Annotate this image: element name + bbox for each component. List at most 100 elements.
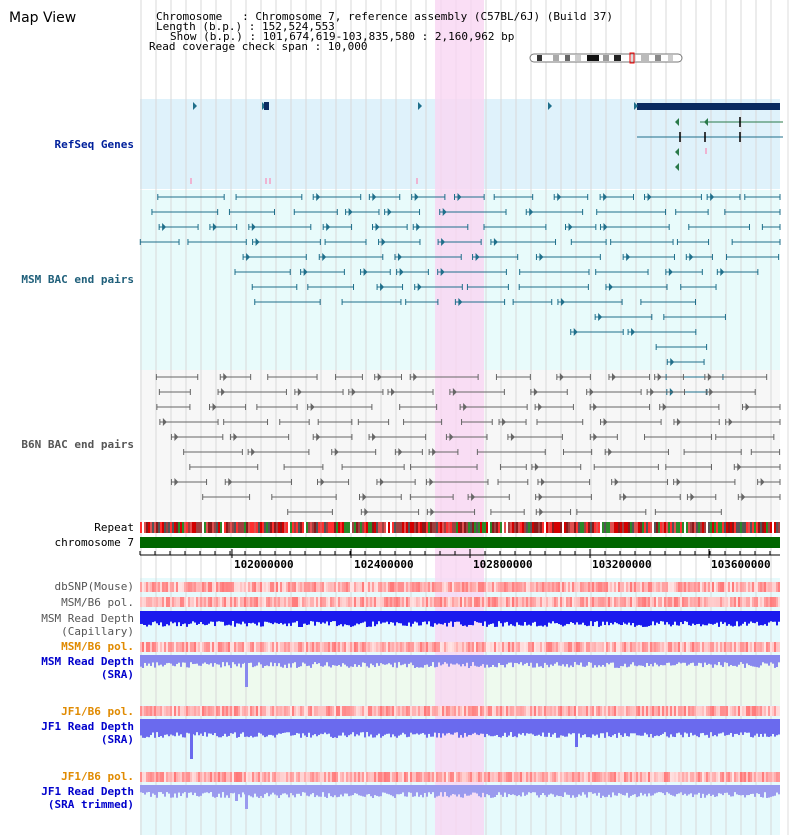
repeat-segment [622,522,624,533]
jf1-b6-pol-strip [488,706,490,716]
msm-depth-cap-bar [590,611,592,622]
jf1-b6-pol-strip [538,706,540,716]
msm-depth-sra-bar [314,655,316,663]
msm-b6-pol-2-strip [156,642,158,652]
jf1-b6-pol-strip [254,706,256,716]
jf1-b6-pol-2-strip [760,772,762,782]
repeat-segment [616,522,618,533]
jf1-b6-pol-2-strip [144,772,146,782]
msm-depth-cap-bar [520,611,522,626]
jf1-depth-sra-bar [266,719,268,737]
jf1-b6-pol-strip [368,706,370,716]
jf1-b6-pol-strip [308,706,310,716]
jf1-b6-pol-2-strip [322,772,324,782]
track-label-jf1-depth-sra-1: JF1 Read Depth [41,720,134,733]
msm-depth-cap-bar [446,611,448,627]
jf1-depth-sra-bar [554,719,556,733]
msm-depth-sra-bar [148,655,150,664]
msm-b6-pol-2-strip [314,642,316,652]
msm-depth-sra-bar [156,655,158,663]
jf1-depth-trim-bar [304,785,306,793]
jf1-depth-trim-bar [698,785,700,793]
track-label-jf1-depth-sra-2: (SRA) [100,733,134,746]
jf1-b6-pol-2-strip [224,772,226,782]
msm-b6-pol-2-strip [588,642,590,652]
msm-b6-pol-2-strip [244,642,246,652]
b6n-bac-pair-arrow [316,433,321,441]
msm-depth-sra-bar [536,655,538,664]
jf1-depth-sra-bar [590,719,592,738]
msm-b6-pol-strip [578,597,580,607]
jf1-b6-pol-2-strip [418,772,420,782]
jf1-depth-trim-bar [764,785,766,793]
msm-depth-cap-bar [644,611,646,627]
msm-b6-pol-strip [418,597,420,607]
msm-depth-sra-bar [276,655,278,667]
msm-b6-pol-2-strip [320,642,322,652]
msm-b6-pol-strip [354,597,356,607]
jf1-depth-sra-bar [666,719,668,737]
jf1-depth-sra-bar [522,719,524,734]
track-label-msm-bac[interactable]: MSM BAC end pairs [21,273,134,286]
msm-b6-pol-2-strip [656,642,658,652]
b6n-bac-pair-arrow [251,448,256,456]
dbsnp-strip [628,582,630,592]
jf1-b6-pol-2-strip [514,772,516,782]
msm-depth-sra-bar [434,655,436,668]
msm-b6-pol-2-strip [292,642,294,652]
repeat-segment [354,522,356,533]
msm-b6-pol-strip [214,597,216,607]
msm-depth-cap-bar [746,611,748,626]
msm-b6-pol-2-strip [502,642,504,652]
msm-b6-pol-strip [616,597,618,607]
jf1-depth-sra-bar [334,719,336,738]
jf1-depth-trim-bar [686,785,688,796]
b6n-bac-pair-arrow [538,403,543,411]
jf1-depth-trim-bar [344,785,346,794]
jf1-b6-pol-2-strip [214,772,216,782]
msm-depth-sra-bar [422,655,424,668]
jf1-b6-pol-strip [596,706,598,716]
msm-b6-pol-2-strip [144,642,146,652]
jf1-depth-trim-bar [578,785,580,795]
msm-b6-pol-2-strip [660,642,662,652]
msm-b6-pol-2-strip [510,642,512,652]
jf1-depth-trim-bar [200,785,202,796]
jf1-depth-sra-bar [300,719,302,738]
repeat-segment [464,522,466,533]
msm-b6-pol-2-strip [466,642,468,652]
repeat-segment [670,522,672,533]
jf1-depth-sra-bar [222,719,224,737]
msm-b6-pol-2-strip [296,642,298,652]
repeat-segment [756,522,758,533]
jf1-depth-sra-bar [614,719,616,735]
jf1-depth-trim-bar [238,785,240,795]
b6n-bac-pair-arrow [223,373,228,381]
msm-bac-pair-arrow [363,268,368,276]
msm-b6-pol-2-strip [578,642,580,652]
msm-b6-pol-strip [370,597,372,607]
msm-b6-pol-2-strip [574,642,576,652]
repeat-segment [314,522,316,533]
jf1-depth-sra-bar [256,719,258,737]
msm-b6-pol-strip [442,597,444,607]
msm-depth-cap-bar [684,611,686,622]
msm-b6-pol-2-strip [208,642,210,652]
msm-b6-pol-strip [642,597,644,607]
track-label-b6n-bac[interactable]: B6N BAC end pairs [21,438,134,451]
repeat-segment [364,522,366,533]
jf1-b6-pol-strip [352,706,354,716]
jf1-b6-pol-2-strip [626,772,628,782]
msm-depth-cap-bar [482,611,484,626]
jf1-b6-pol-2-strip [676,772,678,782]
jf1-b6-pol-strip [478,706,480,716]
msm-depth-cap-bar [370,611,372,627]
track-label-refseq[interactable]: RefSeq Genes [54,138,134,151]
msm-b6-pol-strip [706,597,708,607]
repeat-segment [154,522,156,533]
msm-b6-pol-2-strip [330,642,332,652]
jf1-depth-trim-bar [702,785,704,794]
msm-depth-sra-bar [722,655,724,667]
jf1-depth-sra-bar [244,719,246,737]
